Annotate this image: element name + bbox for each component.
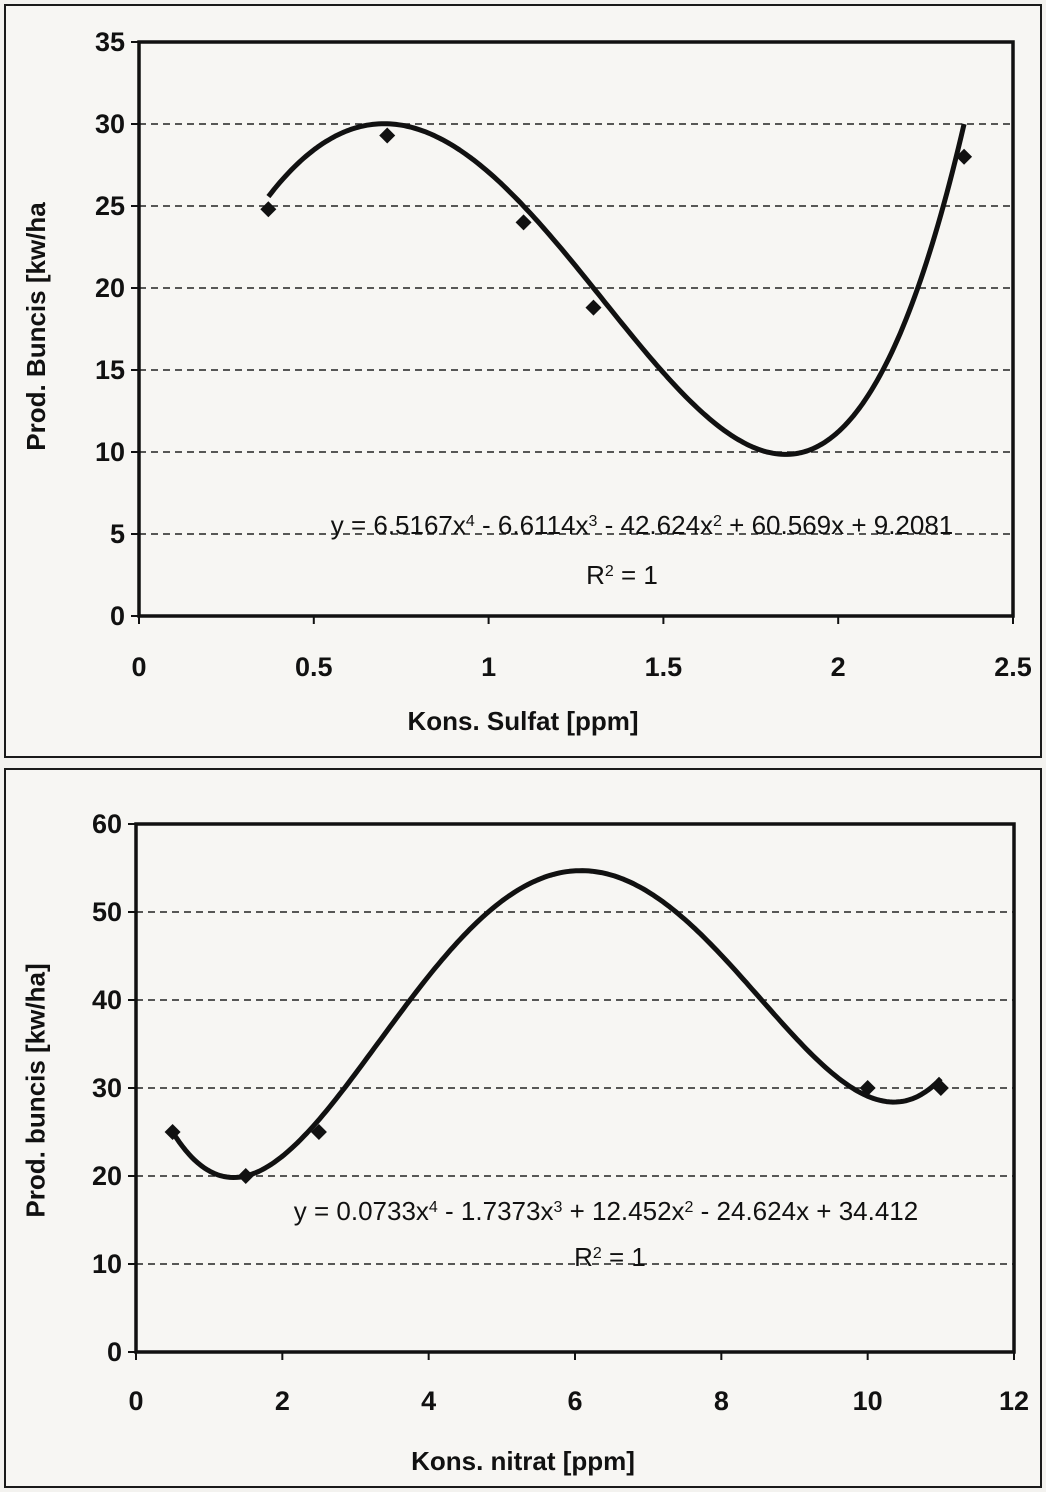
y-tick-label: 30: [92, 1073, 122, 1103]
equation-part: = 1: [602, 1242, 646, 1272]
y-tick-label: 40: [92, 985, 122, 1015]
data-point-marker: [164, 1124, 181, 1140]
y-tick-label: 35: [95, 27, 125, 57]
trendline-curve: [266, 121, 967, 457]
y-tick-label: 60: [92, 809, 122, 839]
plot-area: [137, 40, 1015, 618]
equation-part: - 24.624x + 34.412: [693, 1196, 918, 1226]
y-tick-label: 0: [110, 601, 125, 631]
y-tick-label: 30: [95, 109, 125, 139]
chart-panel-nitrat: Prod. buncis [kw/ha] 0 10 20 30 40 50 60 0 2 4 6 8 1…: [4, 768, 1042, 1488]
superscript: 2: [685, 1199, 694, 1216]
trendline-equation: y = 6.5167x4 - 6.6114x3 - 42.624x2 + 60.…: [331, 510, 954, 540]
data-point-marker: [859, 1080, 876, 1096]
data-point-marker: [379, 127, 396, 144]
x-tick-label: 0: [128, 1386, 143, 1416]
x-tick-label: 1: [481, 652, 496, 682]
equation-part: R: [586, 560, 605, 590]
y-tick-label: 20: [92, 1161, 122, 1191]
y-tick-label: 0: [107, 1337, 122, 1367]
equation-part: - 1.7373x: [438, 1196, 554, 1226]
data-point-marker: [515, 214, 532, 231]
y-tick-label: 5: [110, 519, 125, 549]
superscript: 2: [605, 563, 614, 580]
superscript: 3: [553, 1199, 562, 1216]
data-point-marker: [956, 148, 973, 165]
chart-sulfat: 0 5 10 15 20 25 30 35 0 0.5 1 1.5 2 2.5 y = 6.5167x4 -…: [95, 27, 1032, 682]
y-tick-label: 10: [92, 1249, 122, 1279]
x-tick-label: 8: [714, 1386, 729, 1416]
data-point-marker: [260, 201, 277, 218]
y-tick-label: 15: [95, 355, 125, 385]
trendline-curve: [170, 868, 943, 1180]
equation-part: = 1: [614, 560, 658, 590]
data-point-marker: [932, 1080, 949, 1096]
y-tick-label: 25: [95, 191, 125, 221]
y-tick-label: 10: [95, 437, 125, 467]
equation-part: R: [574, 1242, 593, 1272]
r-squared-label: R2 = 1: [586, 560, 658, 590]
r-squared-label: R2 = 1: [574, 1242, 646, 1272]
x-tick-label: 12: [999, 1386, 1029, 1416]
equation-part: - 42.624x: [597, 510, 713, 540]
x-tick-label: 2: [831, 652, 846, 682]
data-point-marker: [310, 1124, 327, 1140]
x-tick-label: 1.5: [645, 652, 683, 682]
x-tick-label: 4: [421, 1386, 436, 1416]
x-tick-label: 6: [567, 1386, 582, 1416]
equation-part: - 6.6114x: [475, 510, 589, 540]
plot-area: [134, 822, 1016, 1354]
x-axis-label: Kons. nitrat [ppm]: [411, 1446, 635, 1476]
chart-panel-sulfat: Prod. Buncis [kw/ha 0 5 10 15 20 25 30 35 0 0.5 1 1…: [4, 4, 1042, 758]
data-point-marker: [237, 1168, 254, 1184]
superscript: 4: [429, 1199, 438, 1216]
equation-part: y = 0.0733x: [294, 1196, 429, 1226]
y-tick-label: 20: [95, 273, 125, 303]
x-tick-label: 0.5: [295, 652, 333, 682]
equation-part: y = 6.5167x: [331, 510, 466, 540]
x-axis-label: Kons. Sulfat [ppm]: [407, 706, 639, 736]
x-tick-label: 10: [853, 1386, 883, 1416]
x-tick-label: 2.5: [994, 652, 1032, 682]
equation-part: + 60.569x + 9.2081: [722, 510, 953, 540]
superscript: 2: [593, 1245, 602, 1262]
superscript: 3: [589, 513, 598, 530]
superscript: 2: [713, 513, 722, 530]
data-point-marker: [585, 299, 602, 316]
trendline-equation: y = 0.0733x4 - 1.7373x3 + 12.452x2 - 24.…: [294, 1196, 918, 1226]
y-tick-label: 50: [92, 897, 122, 927]
x-tick-label: 0: [131, 652, 146, 682]
equation-part: + 12.452x: [562, 1196, 684, 1226]
superscript: 4: [466, 513, 475, 530]
x-tick-label: 2: [275, 1386, 290, 1416]
